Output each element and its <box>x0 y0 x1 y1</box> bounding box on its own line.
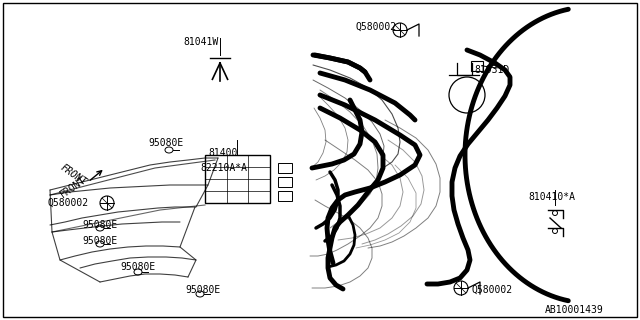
Text: 95080E: 95080E <box>148 138 183 148</box>
Text: 95080E: 95080E <box>82 236 117 246</box>
Text: 81400: 81400 <box>208 148 237 158</box>
Text: FRONT: FRONT <box>58 175 88 200</box>
Text: AB10001439: AB10001439 <box>545 305 604 315</box>
Text: 81931D: 81931D <box>474 65 509 75</box>
Text: 95080E: 95080E <box>185 285 220 295</box>
Bar <box>278 191 292 201</box>
Bar <box>278 177 292 187</box>
Text: 95080E: 95080E <box>82 220 117 230</box>
Bar <box>205 155 270 203</box>
Text: 81041W: 81041W <box>183 37 218 47</box>
Text: Q580002: Q580002 <box>48 198 89 208</box>
Text: Q580002: Q580002 <box>472 285 513 295</box>
Bar <box>471 61 483 71</box>
Text: 95080E: 95080E <box>120 262 156 272</box>
Text: FRONT: FRONT <box>58 163 88 188</box>
Text: 810410*A: 810410*A <box>528 192 575 202</box>
Text: Q580002: Q580002 <box>355 22 396 32</box>
Text: 82210A*A: 82210A*A <box>200 163 247 173</box>
Bar <box>278 163 292 173</box>
